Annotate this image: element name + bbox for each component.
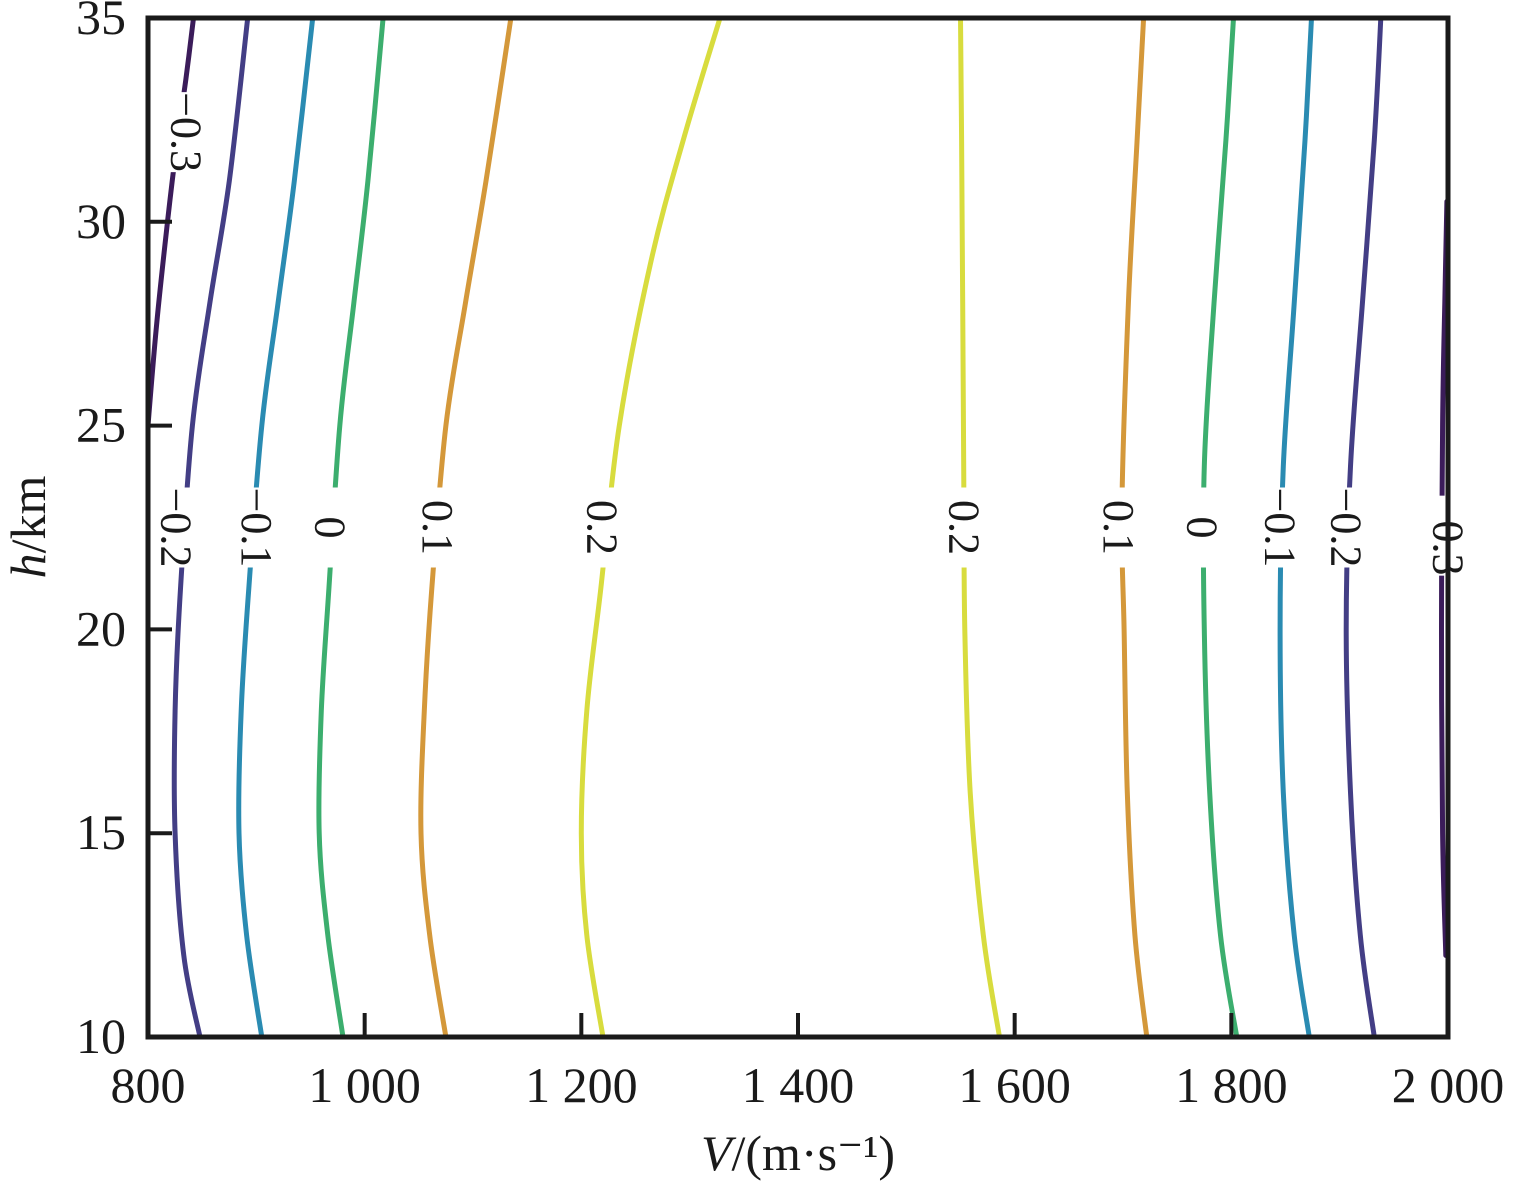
contour-label-gap [579,487,624,568]
y-axis-title: h/km [0,476,56,579]
contour-label-gap [941,487,986,568]
contour-line-level-0-0 [145,15,196,429]
x-tick-label: 2 000 [1392,1057,1505,1113]
contour-label-gap [163,92,208,173]
x-axis-ticks: 800 1 000 1 200 1 400 1 600 1 800 2 000 [111,1013,1505,1113]
contour-label: −0.1 [232,488,281,568]
y-axis-ticks: 10 15 20 25 30 35 [76,0,172,1064]
y-tick-label: 20 [76,600,126,656]
contour-label: −0.3 [161,92,210,172]
contour-label: 0.2 [939,500,988,555]
x-axis-title: V/(m·s⁻¹) [701,1125,895,1181]
contour-label-gap [1324,487,1369,568]
y-tick-label: 10 [76,1008,126,1064]
x-tick-label: 1 600 [958,1057,1071,1113]
contour-label-gap [234,487,279,568]
y-tick-label: 15 [76,804,126,860]
contour-line-level-5-0 [578,15,723,1040]
contour-label-gap [154,487,199,568]
contour-label: 0.1 [413,500,462,555]
contour-label-gap [308,487,352,568]
x-tick-label: 1 400 [742,1057,855,1113]
contour-label-gap [1096,487,1141,568]
contour-label-gap [415,487,460,568]
x-tick-label: 1 800 [1175,1057,1288,1113]
x-tick-label: 800 [111,1057,186,1113]
contour-label: 0 [306,517,355,539]
contour-label: −0.2 [1322,488,1371,568]
contour-line-level-3-0 [316,15,386,1040]
contour-line-level-1-0 [171,15,251,1040]
contour-label: 0.2 [577,500,626,555]
contour-label-gap [1180,487,1225,568]
y-tick-label: 35 [76,0,126,45]
contour-line-level-4-0 [418,15,514,1040]
contour-label: −0.1 [1256,488,1305,568]
contour-label: 0.1 [1094,500,1143,555]
x-tick-label: 1 200 [525,1057,638,1113]
contour-line-level-2-0 [236,15,316,1040]
contour-label: 0 [1178,517,1227,539]
contour-label: −0.2 [152,488,201,568]
y-tick-label: 25 [76,397,126,453]
x-tick-label: 1 000 [308,1057,421,1113]
contour-labels: −0.3−0.3−0.2 −0.2−0.1 −0.10 00.1 0.10.2 0.2 [152,92,1473,576]
contour-label-gap [1258,487,1303,568]
y-tick-label: 30 [76,193,126,249]
